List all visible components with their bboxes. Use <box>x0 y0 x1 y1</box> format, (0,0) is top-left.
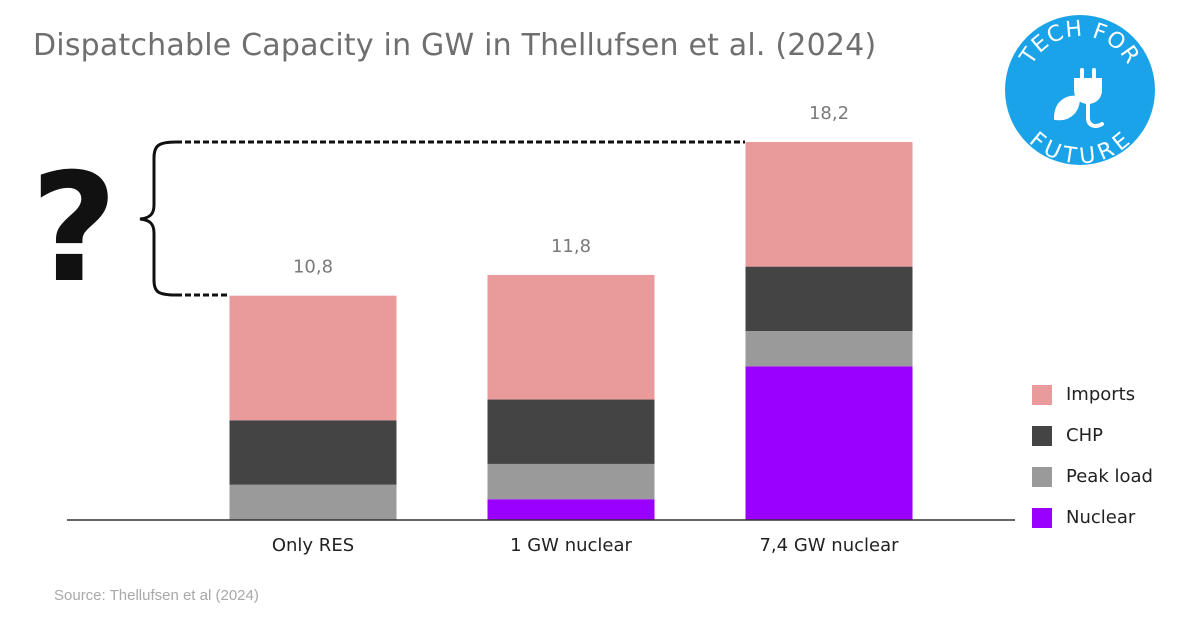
question-mark-annotation: ? <box>30 142 117 316</box>
legend-item-imports: Imports <box>1032 374 1153 415</box>
legend-label: CHP <box>1066 425 1103 446</box>
legend-item-peak-load: Peak load <box>1032 456 1153 497</box>
legend-item-chp: CHP <box>1032 415 1153 456</box>
labels-layer: 10,8 Only RES 11,8 1 GW nuclear 18,2 7,4 GW n… <box>272 103 899 556</box>
legend-swatch-chp <box>1032 425 1052 446</box>
bar-1-gw-nuclear-chp <box>487 399 655 464</box>
bar-7-4-gw-nuclear-peak-load <box>745 331 913 367</box>
chart-title: Dispatchable Capacity in GW in Thellufse… <box>33 28 877 63</box>
legend-label: Peak load <box>1066 466 1153 487</box>
legend-swatch-nuclear <box>1032 507 1052 528</box>
bar-only-res-peak-load <box>229 484 397 520</box>
bar-7-4-gw-nuclear-nuclear <box>745 366 913 520</box>
total-label-only-res: 10,8 <box>293 257 333 278</box>
bar-only-res-chp <box>229 420 397 485</box>
total-label-7-4-gw-nuclear: 18,2 <box>809 103 849 124</box>
bar-1-gw-nuclear-imports <box>487 274 655 400</box>
bar-1-gw-nuclear-peak-load <box>487 463 655 500</box>
legend-label: Nuclear <box>1066 507 1136 528</box>
category-label-1-gw-nuclear: 1 GW nuclear <box>510 535 632 556</box>
tech-for-future-logo: TECH FOR FUTURE <box>1005 15 1155 170</box>
difference-bracket <box>139 140 745 297</box>
bar-7-4-gw-nuclear-imports <box>745 142 913 267</box>
bar-1-gw-nuclear-nuclear <box>487 499 655 520</box>
legend: Imports CHP Peak load Nuclear <box>1032 374 1153 538</box>
bars-layer <box>229 142 913 520</box>
legend-swatch-imports <box>1032 384 1052 405</box>
legend-item-nuclear: Nuclear <box>1032 497 1153 538</box>
bar-7-4-gw-nuclear-chp <box>745 266 913 331</box>
category-label-7-4-gw-nuclear: 7,4 GW nuclear <box>759 535 899 556</box>
plug-leaf-icon <box>1053 68 1104 128</box>
curly-brace <box>139 140 177 297</box>
total-label-1-gw-nuclear: 11,8 <box>551 236 591 257</box>
category-label-only-res: Only RES <box>272 535 354 556</box>
bar-only-res-imports <box>229 295 397 421</box>
source-note: Source: Thellufsen et al (2024) <box>54 587 259 604</box>
legend-swatch-peak-load <box>1032 466 1052 487</box>
legend-label: Imports <box>1066 384 1136 405</box>
